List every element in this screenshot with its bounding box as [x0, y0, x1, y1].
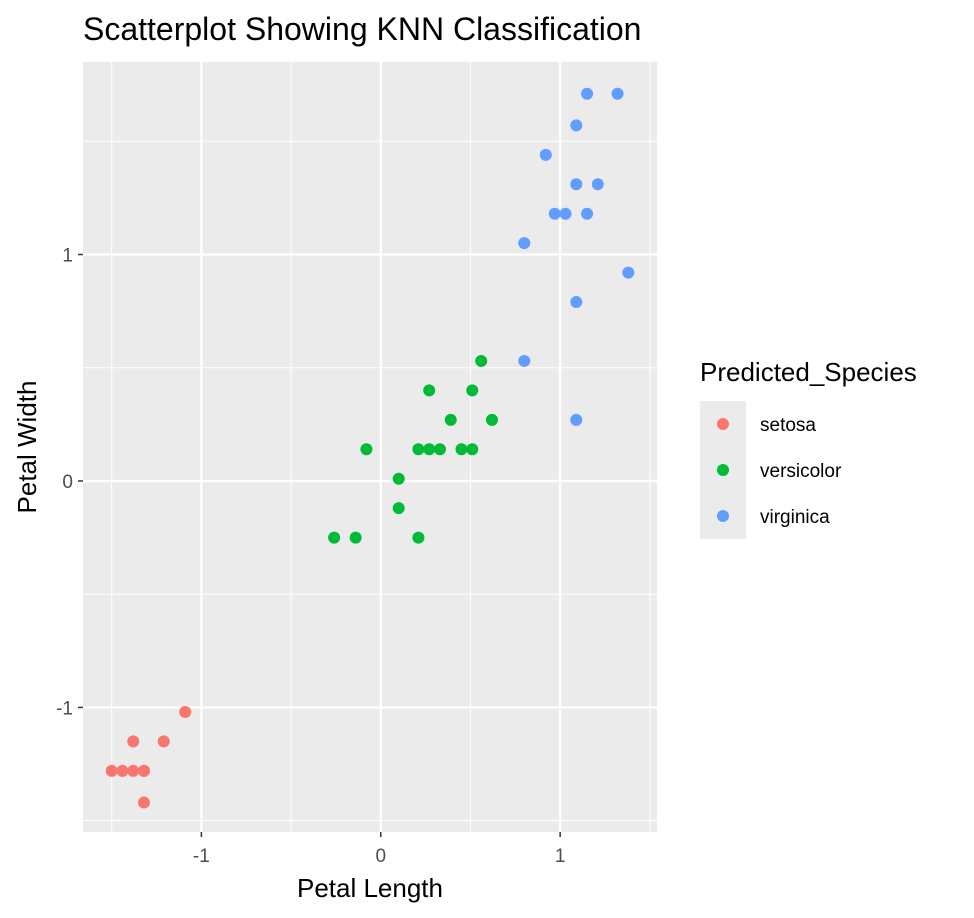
virginica-point — [591, 178, 604, 191]
setosa-point — [127, 735, 140, 748]
versicolor-point — [412, 443, 425, 456]
y-tick-label: 1 — [62, 246, 73, 267]
major-gridlines — [83, 62, 657, 832]
legend-swatch-setosa — [717, 418, 729, 430]
data-points — [105, 87, 635, 809]
x-axis-ticks: -1 0 1 — [193, 832, 565, 867]
versicolor-point — [392, 502, 405, 515]
virginica-point — [518, 354, 531, 367]
virginica-point — [518, 237, 531, 250]
setosa-point — [157, 735, 170, 748]
setosa-point — [137, 764, 150, 777]
legend-title: Predicted_Species — [700, 357, 917, 387]
setosa-point — [179, 705, 192, 718]
legend: Predicted_Species setosa versicolor virgin… — [700, 357, 917, 539]
virginica-point — [570, 178, 583, 191]
legend-label-versicolor: versicolor — [760, 461, 842, 482]
x-tick-label: 0 — [375, 846, 386, 867]
setosa-point — [105, 764, 118, 777]
versicolor-point — [328, 531, 341, 544]
virginica-point — [539, 148, 552, 161]
virginica-point — [548, 207, 561, 220]
chart-title: Scatterplot Showing KNN Classification — [83, 11, 641, 47]
y-axis-title: Petal Width — [12, 381, 42, 514]
setosa-point — [137, 796, 150, 809]
plot-panel — [83, 62, 657, 832]
virginica-point — [570, 119, 583, 132]
virginica-point — [581, 207, 594, 220]
virginica-point — [559, 207, 572, 220]
setosa-point — [127, 764, 140, 777]
virginica-point — [581, 87, 594, 100]
versicolor-point — [475, 354, 488, 367]
y-axis-ticks: -1 0 1 — [56, 246, 83, 719]
x-tick-label: 1 — [555, 846, 566, 867]
versicolor-point — [423, 384, 436, 397]
versicolor-point — [455, 443, 468, 456]
x-axis-title: Petal Length — [297, 873, 443, 903]
versicolor-point — [485, 413, 498, 426]
versicolor-point — [444, 413, 457, 426]
virginica-point — [611, 87, 624, 100]
y-tick-label: 0 — [62, 472, 73, 493]
virginica-point — [622, 266, 635, 279]
versicolor-point — [412, 531, 425, 544]
legend-swatch-versicolor — [717, 464, 729, 476]
legend-swatch-virginica — [717, 510, 729, 522]
versicolor-point — [392, 472, 405, 485]
legend-label-setosa: setosa — [760, 415, 816, 436]
x-tick-label: -1 — [193, 846, 210, 867]
virginica-point — [570, 296, 583, 309]
versicolor-point — [423, 443, 436, 456]
versicolor-point — [466, 443, 479, 456]
legend-label-virginica: virginica — [760, 507, 830, 528]
setosa-point — [116, 764, 129, 777]
y-tick-label: -1 — [56, 698, 73, 719]
versicolor-point — [433, 443, 446, 456]
versicolor-point — [466, 384, 479, 397]
virginica-point — [570, 413, 583, 426]
legend-keys: setosa versicolor virginica — [700, 401, 842, 539]
versicolor-point — [349, 531, 362, 544]
versicolor-point — [360, 443, 373, 456]
